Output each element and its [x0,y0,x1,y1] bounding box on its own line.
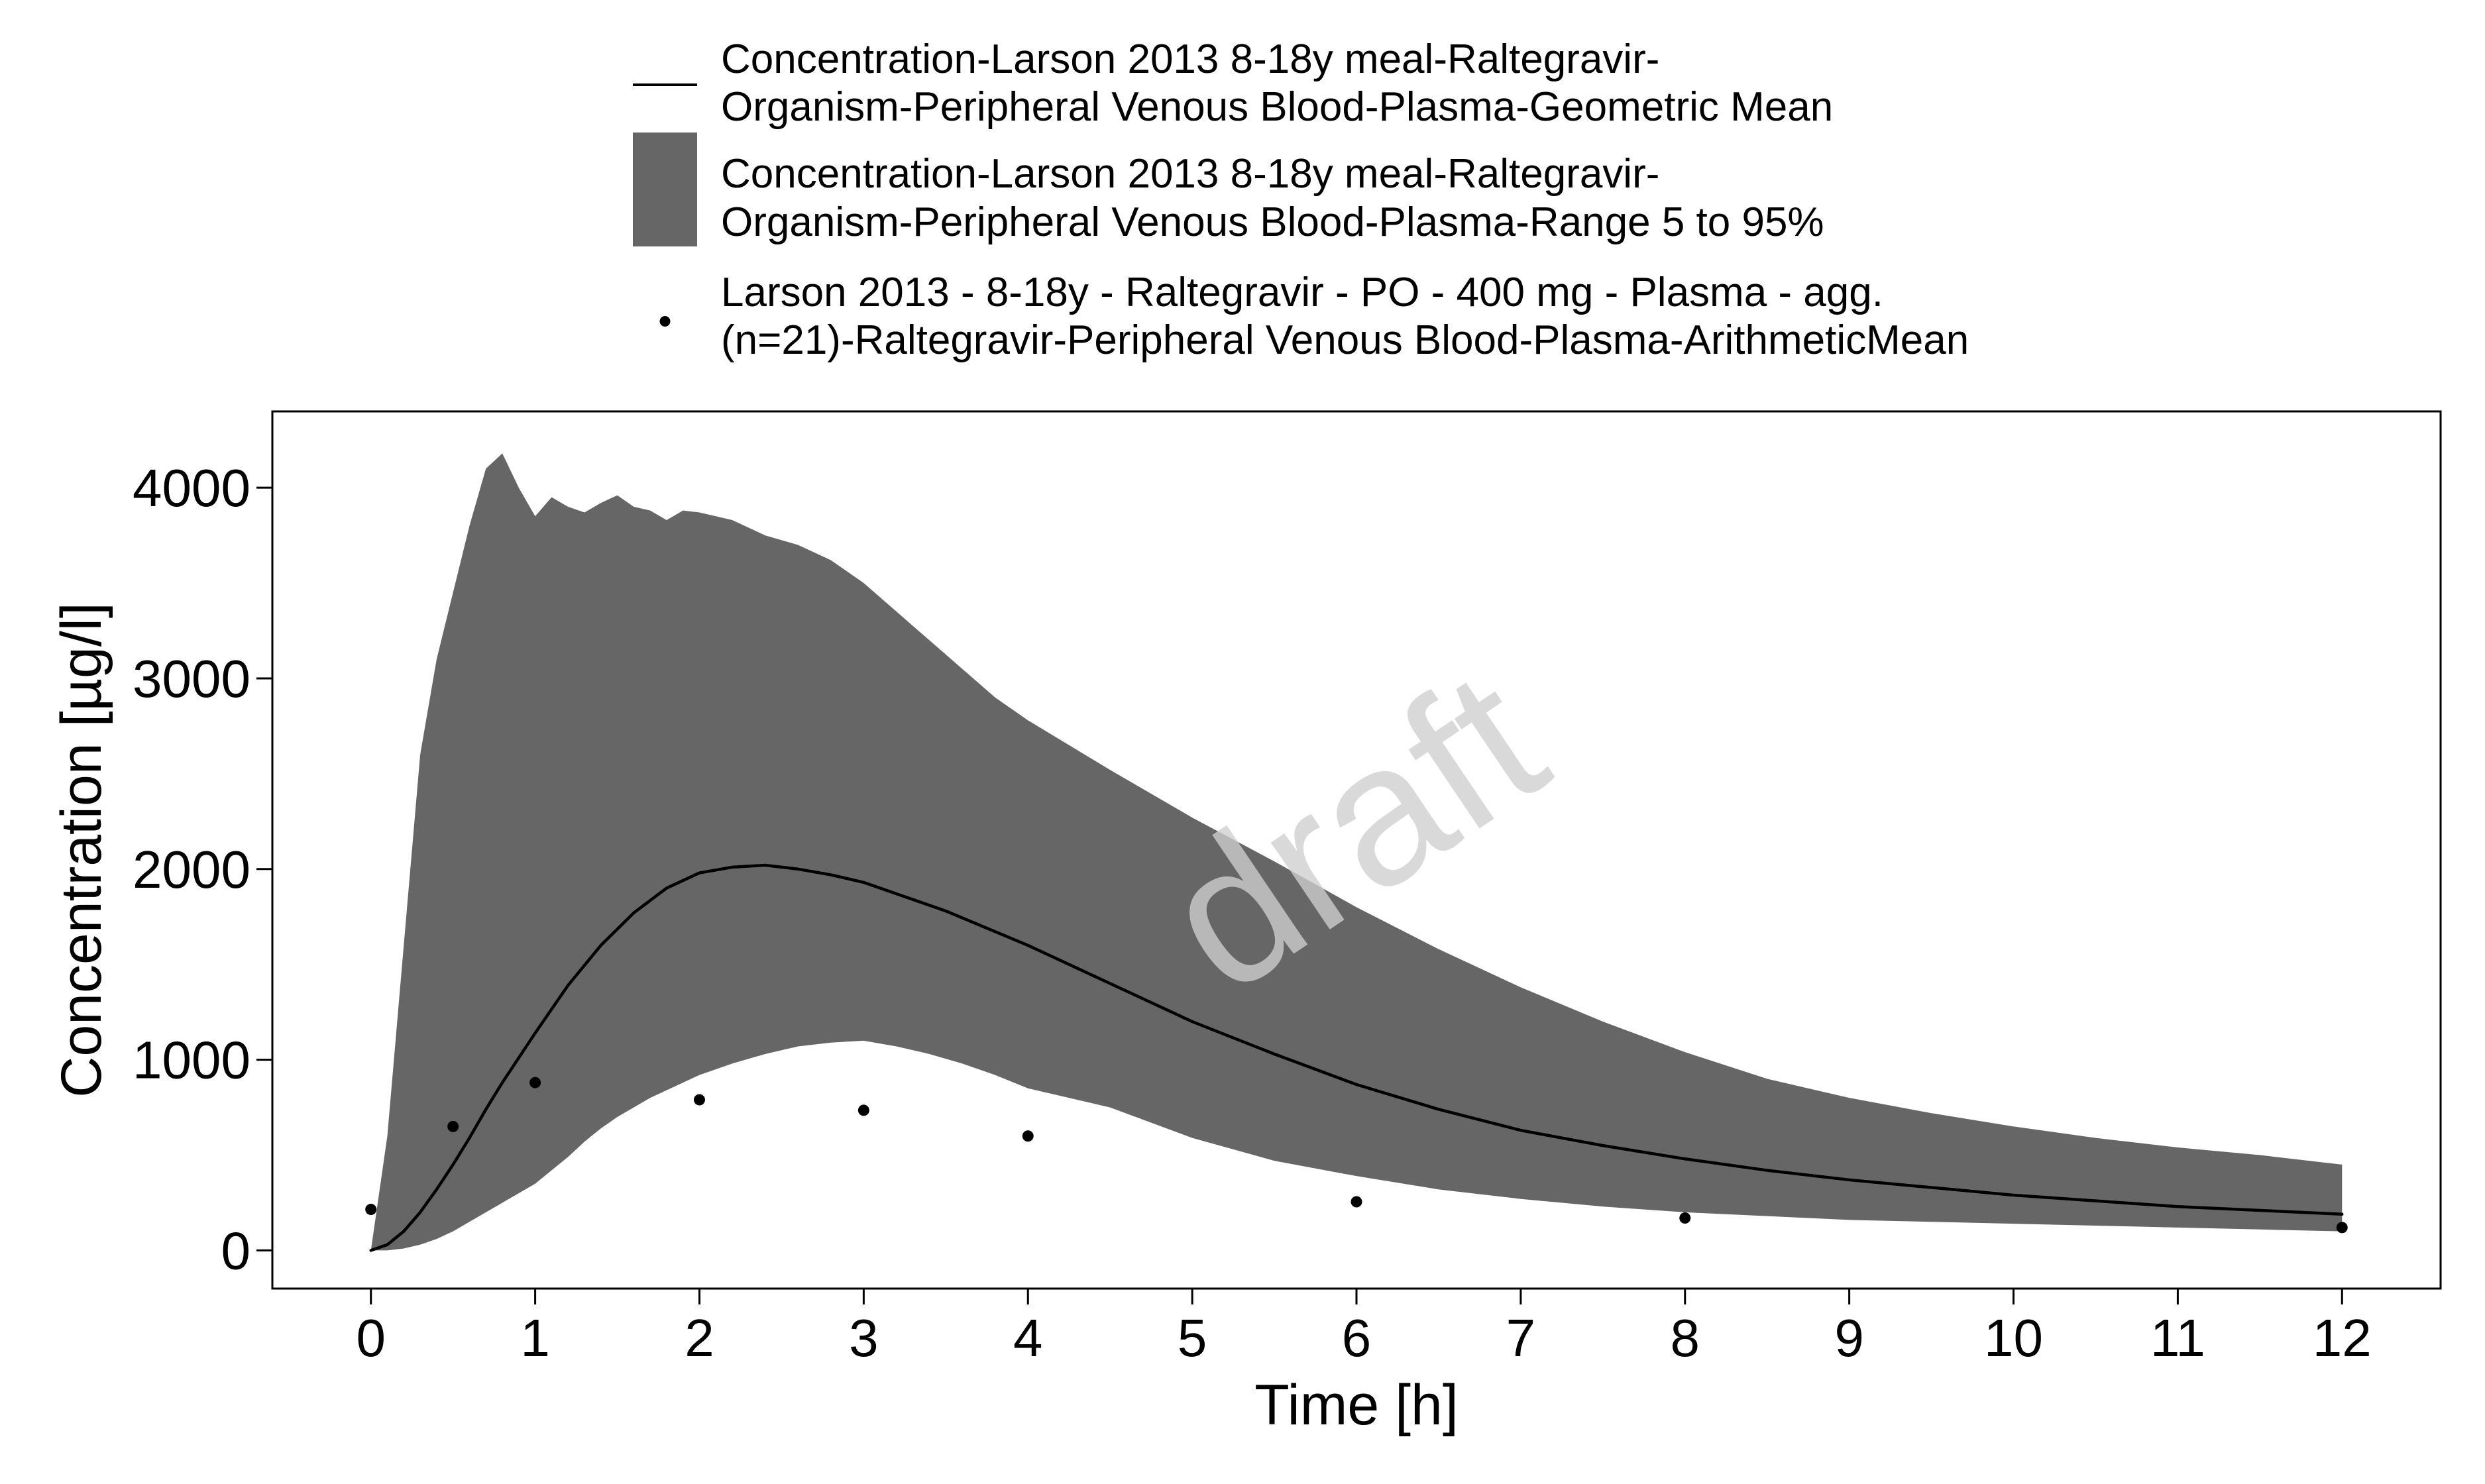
x-tick-label-7: 7 [1506,1308,1536,1367]
range-5-to-95-band [370,453,2343,1251]
y-tick-label-2000: 2000 [133,840,250,899]
plot-area: draft [365,453,2348,1252]
x-tick-label-12: 12 [2313,1308,2372,1367]
y-axis-title: Concentration [µg/l] [50,602,113,1098]
legend-entry-1-line-1: Concentration-Larson 2013 8-18y meal-Ral… [721,36,1659,82]
x-tick-label-4: 4 [1013,1308,1043,1367]
x-tick-label-0: 0 [356,1308,386,1367]
legend-key-observed-point [659,316,671,327]
y-tick-label-3000: 3000 [133,649,250,708]
legend-entry-3-line-1: Larson 2013 - 8-18y - Raltegravir - PO -… [721,270,1883,315]
x-tick-label-1: 1 [520,1308,550,1367]
observed-point-8 [1679,1212,1691,1224]
observed-point-5 [857,1104,869,1116]
x-tick-label-3: 3 [849,1308,879,1367]
legend-entry-3-line-2: (n=21)-Raltegravir-Peripheral Venous Blo… [721,317,1969,363]
x-tick-label-10: 10 [1984,1308,2043,1367]
observed-point-6 [1022,1130,1034,1142]
observed-point-1 [365,1204,377,1216]
legend-key-range-band [633,132,697,246]
legend: Concentration-Larson 2013 8-18y meal-Ral… [633,36,1969,363]
x-tick-label-6: 6 [1342,1308,1372,1367]
x-tick-label-5: 5 [1178,1308,1207,1367]
legend-entry-2-line-2: Organism-Peripheral Venous Blood-Plasma-… [721,199,1824,245]
x-tick-label-2: 2 [685,1308,714,1367]
y-tick-label-0: 0 [221,1221,251,1280]
observed-point-2 [447,1120,459,1132]
y-tick-label-1000: 1000 [133,1031,250,1090]
legend-entry-1-line-2: Organism-Peripheral Venous Blood-Plasma-… [721,84,1833,130]
geometric-mean-line [369,863,2344,1252]
x-axis-title: Time [h] [1254,1373,1458,1437]
x-tick-label-9: 9 [1834,1308,1864,1367]
observed-point-4 [693,1094,705,1106]
y-tick-label-4000: 4000 [133,458,250,517]
legend-entry-2-line-1: Concentration-Larson 2013 8-18y meal-Ral… [721,151,1659,197]
observed-point-3 [529,1077,541,1088]
observed-point-9 [2336,1222,2348,1234]
x-tick-label-11: 11 [2150,1308,2205,1367]
observed-point-7 [1351,1196,1362,1208]
x-tick-label-8: 8 [1671,1308,1700,1367]
